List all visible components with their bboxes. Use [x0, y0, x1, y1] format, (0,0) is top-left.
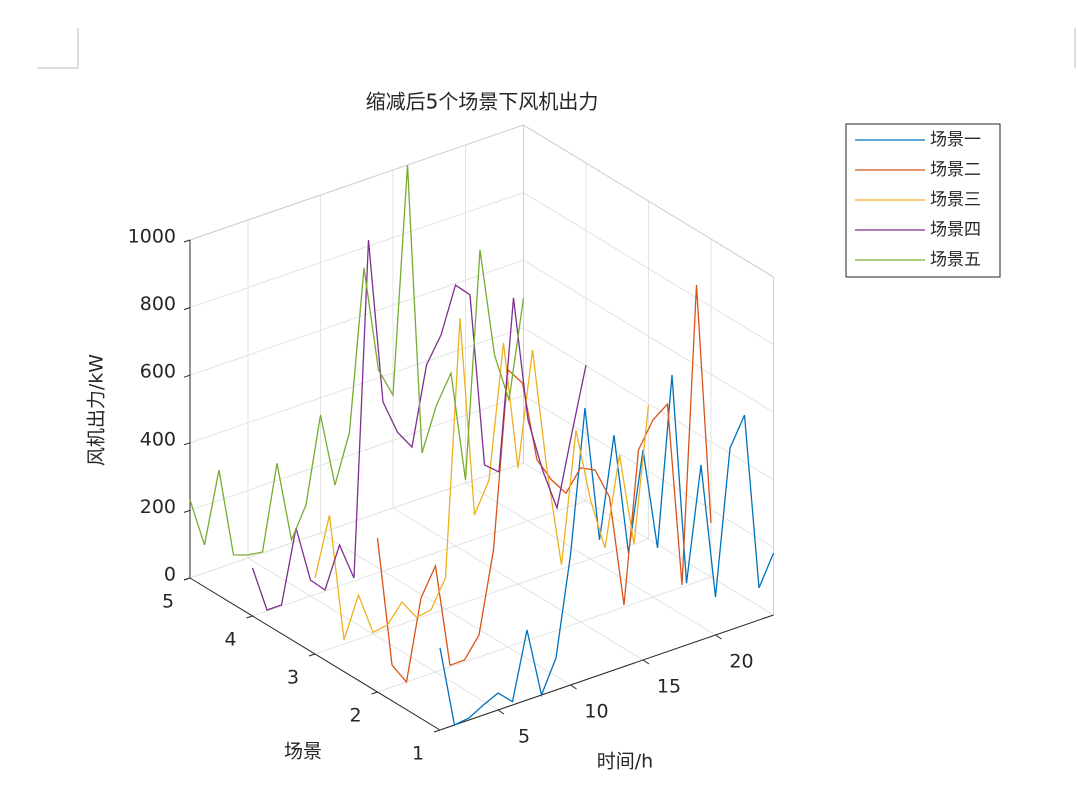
- x-tick: [497, 709, 505, 715]
- y-tick-label: 1: [412, 743, 424, 765]
- y-axis-label: 场景: [284, 741, 322, 763]
- z-tick-label: 600: [140, 361, 176, 383]
- x-tick-label: 20: [729, 651, 753, 673]
- x-tick-label: 5: [518, 726, 530, 748]
- z-tick: [183, 239, 191, 243]
- z-axis-label: 风机出力/kW: [86, 354, 108, 466]
- x-tick-label: 10: [584, 701, 608, 723]
- z-tick-label: 200: [140, 496, 176, 518]
- z-tick-label: 0: [164, 564, 176, 586]
- y-tick: [308, 653, 316, 657]
- crop-marks: [37, 28, 1076, 69]
- z-tick: [183, 442, 191, 446]
- x-axis-label: 时间/h: [597, 751, 653, 773]
- axes-box: [183, 124, 774, 733]
- y-tick-label: 2: [349, 705, 361, 727]
- grid-line: [377, 576, 712, 693]
- x-tick: [715, 634, 722, 640]
- grid-line: [523, 259, 774, 413]
- grid-line: [189, 327, 524, 444]
- legend-label: 场景五: [930, 250, 981, 270]
- series-line: [376, 284, 712, 684]
- y-tick: [433, 729, 441, 733]
- legend-label: 场景二: [930, 160, 981, 180]
- legend-label: 场景一: [930, 130, 981, 150]
- grid-line: [252, 500, 587, 617]
- x-tick-label: 15: [657, 676, 681, 698]
- series-line: [189, 164, 525, 556]
- box-edge: [523, 124, 774, 278]
- box-edge: [189, 124, 524, 241]
- y-tick: [371, 691, 378, 695]
- grid-line: [523, 394, 774, 548]
- z-tick-label: 400: [140, 428, 176, 450]
- z-tick: [183, 577, 191, 581]
- z-tick: [183, 509, 191, 513]
- grid-line: [189, 394, 524, 511]
- z-tick: [183, 307, 191, 311]
- grid-line: [314, 538, 649, 655]
- y-tick: [246, 615, 253, 619]
- series-line: [314, 318, 650, 641]
- grid-line: [189, 192, 524, 309]
- grid-line: [189, 259, 524, 376]
- legend-label: 场景四: [930, 220, 981, 240]
- series-line: [251, 239, 587, 611]
- x-axis: [439, 614, 774, 731]
- legend-label: 场景三: [930, 190, 981, 210]
- z-tick-label: 1000: [128, 226, 176, 248]
- grid-line: [523, 192, 774, 346]
- y-tick-label: 3: [287, 667, 299, 689]
- x-tick: [642, 659, 650, 665]
- series-line: [439, 374, 775, 726]
- z-tick-label: 800: [140, 293, 176, 315]
- y-tick-label: 4: [224, 629, 236, 651]
- x-tick: [570, 684, 577, 690]
- grid-line: [523, 327, 774, 481]
- z-tick: [183, 374, 191, 378]
- y-tick-label: 5: [162, 591, 174, 613]
- grid-line: [523, 462, 774, 616]
- chart-title: 缩减后5个场景下风机出力: [366, 90, 599, 114]
